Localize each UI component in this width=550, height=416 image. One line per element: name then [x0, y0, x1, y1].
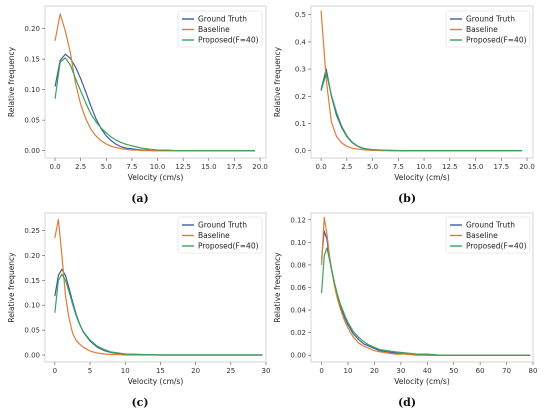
subfigure-caption: (b) [398, 192, 416, 205]
y-tick-label: 0.10 [24, 302, 40, 310]
y-tick-label: 0.00 [24, 352, 40, 360]
y-tick-label: 0.3 [295, 66, 306, 74]
x-tick-label: 2.5 [341, 163, 352, 171]
y-tick-label: 0.05 [24, 327, 40, 335]
y-tick-label: 0.10 [24, 86, 40, 94]
x-tick-label: 17.5 [493, 163, 509, 171]
x-tick-label: 20.0 [519, 163, 535, 171]
legend-label: Proposed(F=40) [466, 36, 527, 45]
y-tick-label: 0.25 [24, 227, 40, 235]
x-axis-label: Velocity (cm/s) [394, 377, 450, 386]
x-tick-label: 7.5 [126, 163, 137, 171]
x-tick-label: 20 [370, 367, 379, 375]
subfigure-caption: (c) [131, 396, 148, 409]
series-line-proposed-f-40 [54, 273, 263, 356]
x-tick-label: 20 [191, 367, 200, 375]
y-tick-label: 0.4 [295, 38, 307, 46]
x-axis-label: Velocity (cm/s) [128, 377, 184, 386]
y-tick-label: 0.2 [295, 93, 306, 101]
x-tick-label: 5.0 [367, 163, 378, 171]
y-tick-label: 0.08 [290, 261, 306, 269]
y-axis-label: Relative frequency [273, 252, 282, 323]
x-tick-label: 12.5 [175, 163, 191, 171]
legend-box [445, 10, 531, 48]
chart-panel-b: 0.0 2.5 5.0 7.5 10.0 12.5 15.0 17.5 20.0 0.0 0.1 0.… [273, 5, 535, 205]
legend-label: Proposed(F=40) [198, 36, 259, 45]
y-tick-label: 0.20 [24, 25, 40, 33]
x-tick-label: 0 [319, 367, 323, 375]
series-line-proposed-f-40 [54, 57, 255, 152]
legend-box [177, 10, 263, 48]
chart-panel-d: 0 10 20 30 40 50 60 70 80 0.00 0.02 0.04 0.06 0.08 0.1… [273, 212, 538, 409]
legend-label: Ground Truth [198, 221, 247, 230]
x-tick-label: 10.0 [150, 163, 166, 171]
legend-label: Ground Truth [466, 15, 515, 24]
x-tick-label: 25 [226, 367, 235, 375]
x-tick-label: 15.0 [201, 163, 217, 171]
x-tick-label: 20.0 [252, 163, 268, 171]
x-axis-label: Velocity (cm/s) [128, 173, 184, 182]
x-tick-label: 70 [502, 367, 511, 375]
chart-panel-a: 0.0 2.5 5.0 7.5 10.0 12.5 15.0 17.5 20.0 0.00 0.05… [7, 5, 268, 205]
x-tick-label: 2.5 [75, 163, 86, 171]
x-tick-label: 50 [449, 367, 458, 375]
y-tick-label: 0.04 [290, 307, 306, 315]
series-line-proposed-f-40 [320, 247, 531, 356]
x-axis-label: Velocity (cm/s) [394, 173, 450, 182]
x-tick-label: 12.5 [442, 163, 458, 171]
y-tick-label: 0.20 [24, 252, 40, 260]
x-tick-label: 10.0 [416, 163, 432, 171]
y-tick-label: 0.15 [24, 56, 40, 64]
y-tick-label: 0.12 [290, 216, 306, 224]
y-tick-label: 0.0 [295, 147, 306, 155]
legend-label: Baseline [198, 231, 230, 240]
x-tick-label: 0.0 [49, 163, 60, 171]
y-tick-label: 0.1 [295, 120, 306, 128]
series-line-proposed-f-40 [320, 72, 522, 152]
subfigure-caption: (a) [131, 192, 149, 205]
subfigure-caption: (d) [398, 396, 416, 409]
y-tick-label: 0.5 [295, 11, 306, 19]
chart-panel-c: 0 5 10 15 20 25 30 0.00 0.05 0.10 0.15 0.20 0.25 Velo… [7, 212, 271, 409]
legend-label: Ground Truth [466, 221, 515, 230]
x-tick-label: 0.0 [316, 163, 327, 171]
x-tick-label: 10 [121, 367, 130, 375]
x-tick-label: 0 [53, 367, 57, 375]
y-tick-label: 0.05 [24, 117, 40, 125]
y-axis-label: Relative frequency [7, 252, 16, 323]
x-tick-label: 5.0 [101, 163, 112, 171]
y-axis-label: Relative frequency [273, 46, 282, 117]
y-tick-label: 0.00 [24, 147, 40, 155]
y-tick-label: 0.02 [290, 329, 306, 337]
y-tick-label: 0.10 [290, 239, 306, 247]
x-tick-label: 7.5 [393, 163, 404, 171]
y-tick-label: 0.00 [290, 352, 306, 360]
y-axis-label: Relative frequency [7, 46, 16, 117]
x-tick-label: 80 [529, 367, 538, 375]
x-tick-label: 10 [344, 367, 353, 375]
x-tick-label: 30 [396, 367, 405, 375]
legend-box [177, 216, 263, 254]
x-tick-label: 40 [423, 367, 432, 375]
x-tick-label: 17.5 [227, 163, 243, 171]
legend-label: Proposed(F=40) [198, 242, 259, 251]
x-tick-label: 15.0 [468, 163, 484, 171]
x-tick-label: 5 [88, 367, 92, 375]
legend-label: Proposed(F=40) [466, 242, 527, 251]
legend-label: Baseline [466, 25, 498, 34]
legend-label: Ground Truth [198, 15, 247, 24]
x-tick-label: 30 [262, 367, 271, 375]
legend-label: Baseline [466, 231, 498, 240]
legend-box [445, 216, 531, 254]
x-tick-label: 15 [156, 367, 165, 375]
x-tick-label: 60 [476, 367, 485, 375]
legend-label: Baseline [198, 25, 230, 34]
y-tick-label: 0.06 [290, 284, 306, 292]
y-tick-label: 0.15 [24, 277, 40, 285]
